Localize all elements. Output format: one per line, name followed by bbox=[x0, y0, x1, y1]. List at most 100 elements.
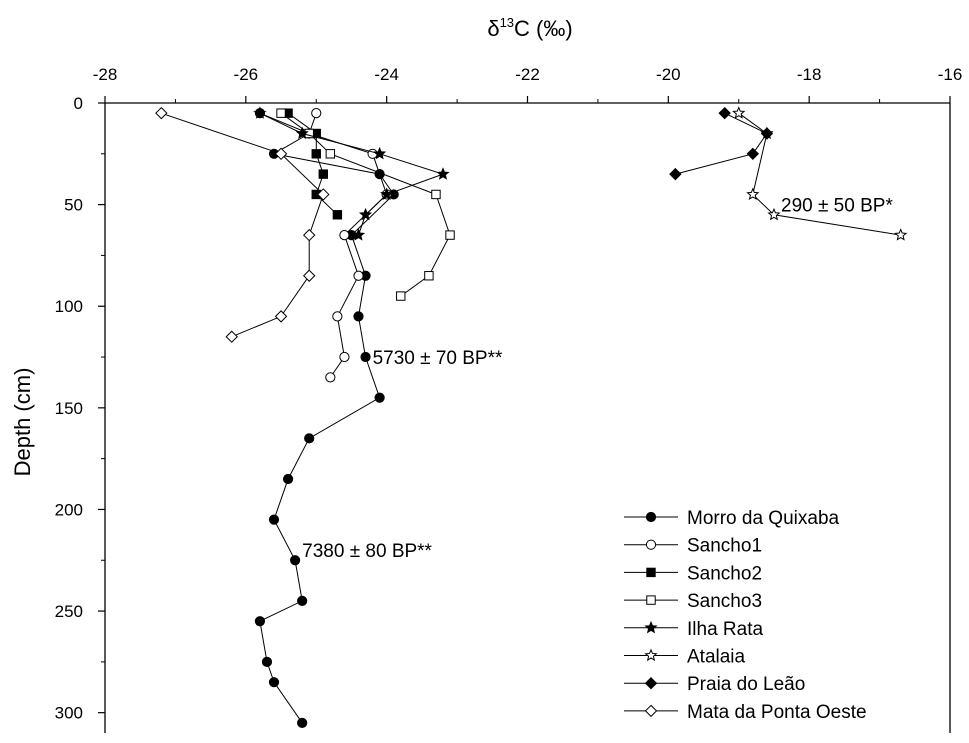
series-7 bbox=[155, 106, 330, 343]
y-tick-label: 50 bbox=[64, 196, 83, 215]
annotation-label: 5730 ± 70 BP** bbox=[373, 348, 503, 369]
x-tick-label: -20 bbox=[656, 65, 681, 84]
legend-label: Sancho2 bbox=[687, 563, 762, 584]
legend-item: Praia do Leão bbox=[624, 674, 805, 695]
data-point bbox=[317, 188, 330, 201]
series-6 bbox=[669, 106, 774, 181]
data-point bbox=[332, 311, 343, 322]
data-point bbox=[424, 271, 434, 281]
legend-marker bbox=[644, 676, 658, 690]
axes: -28 -26 -24 -22 -20 -18 -16 0 50 100 150 200 250 300 bbox=[55, 65, 963, 733]
legend-label: Sancho3 bbox=[687, 591, 762, 612]
data-point bbox=[767, 207, 781, 221]
data-point bbox=[445, 230, 455, 240]
annotation-label: 290 ± 50 BP* bbox=[781, 196, 893, 217]
legend-label: Ilha Rata bbox=[687, 619, 763, 640]
data-point bbox=[396, 291, 406, 301]
x-tick-label: -28 bbox=[93, 65, 118, 84]
legend-label: Praia do Leão bbox=[687, 674, 805, 695]
data-point bbox=[261, 656, 273, 667]
data-point bbox=[253, 106, 267, 119]
y-axis-title: Depth (cm) bbox=[10, 368, 35, 477]
data-point bbox=[332, 210, 343, 220]
series-line bbox=[280, 112, 451, 297]
data-point bbox=[718, 106, 731, 120]
data-point bbox=[274, 147, 288, 161]
legend-marker bbox=[644, 648, 658, 662]
data-point bbox=[360, 351, 371, 363]
x-tick-label: -18 bbox=[797, 65, 822, 84]
data-point bbox=[311, 108, 322, 119]
legend-item: Atalaia bbox=[624, 647, 746, 668]
series-0 bbox=[254, 108, 399, 728]
data-point bbox=[353, 311, 364, 322]
data-point bbox=[669, 167, 682, 181]
x-tick-label: -16 bbox=[938, 65, 963, 84]
data-point bbox=[325, 149, 336, 159]
data-point bbox=[746, 147, 760, 161]
legend-marker bbox=[644, 620, 658, 634]
y-tick-label: 100 bbox=[55, 297, 83, 316]
data-point bbox=[297, 595, 308, 607]
data-point bbox=[894, 228, 908, 241]
data-point bbox=[225, 330, 238, 343]
legend-marker bbox=[646, 595, 656, 605]
x-tick-label: -22 bbox=[515, 65, 540, 84]
data-point bbox=[303, 269, 316, 282]
data-point bbox=[760, 127, 774, 140]
data-point bbox=[311, 149, 321, 159]
legend-marker bbox=[646, 567, 656, 578]
series-5 bbox=[732, 106, 908, 241]
data-point bbox=[358, 207, 373, 221]
series-line bbox=[161, 112, 324, 338]
data-point bbox=[325, 372, 336, 383]
data-point bbox=[303, 228, 316, 242]
data-point bbox=[268, 514, 280, 525]
legend-label: Atalaia bbox=[687, 647, 746, 668]
data-point bbox=[732, 106, 746, 119]
legend-label: Sancho1 bbox=[687, 536, 762, 557]
x-tick-label: -26 bbox=[234, 65, 259, 84]
series-layer bbox=[155, 106, 908, 728]
y-tick-label: 300 bbox=[55, 704, 83, 723]
data-point bbox=[282, 473, 294, 485]
data-point bbox=[339, 229, 350, 241]
data-point bbox=[373, 146, 387, 160]
legend-item: Ilha Rata bbox=[624, 619, 763, 640]
data-point bbox=[276, 108, 286, 118]
y-tick-label: 150 bbox=[55, 399, 83, 418]
legend-marker bbox=[645, 539, 657, 550]
data-point bbox=[254, 616, 266, 627]
series-2 bbox=[283, 108, 343, 220]
data-point bbox=[295, 126, 309, 140]
legend: Morro da Quixaba Sancho1 Sancho2 Sancho3 Ilh… bbox=[624, 508, 867, 723]
x-axis-title: δ13C (‰) bbox=[487, 15, 572, 41]
data-point bbox=[351, 228, 366, 241]
legend-item: Sancho2 bbox=[624, 563, 762, 584]
series-4 bbox=[253, 106, 450, 241]
data-point bbox=[436, 167, 450, 180]
data-point bbox=[339, 351, 350, 363]
annotation-label: 7380 ± 80 BP** bbox=[302, 541, 432, 562]
y-tick-label: 200 bbox=[55, 500, 83, 519]
data-point bbox=[353, 270, 364, 281]
legend-label: Mata da Ponta Oeste bbox=[687, 702, 867, 723]
series-line bbox=[675, 112, 768, 175]
legend-item: Mata da Ponta Oeste bbox=[624, 702, 867, 723]
data-point bbox=[155, 106, 168, 120]
legend-item: Sancho3 bbox=[624, 591, 762, 612]
data-point bbox=[268, 677, 280, 688]
data-point bbox=[318, 169, 328, 179]
series-line bbox=[259, 112, 445, 236]
y-tick-label: 250 bbox=[55, 602, 83, 621]
legend-marker bbox=[645, 511, 657, 523]
data-point bbox=[290, 555, 301, 566]
data-point bbox=[374, 392, 385, 403]
legend-marker bbox=[644, 704, 658, 718]
data-point bbox=[297, 717, 308, 728]
legend-item: Morro da Quixaba bbox=[624, 508, 840, 529]
legend-label: Morro da Quixaba bbox=[687, 508, 840, 529]
legend-item: Sancho1 bbox=[624, 536, 762, 557]
data-point bbox=[380, 187, 394, 201]
